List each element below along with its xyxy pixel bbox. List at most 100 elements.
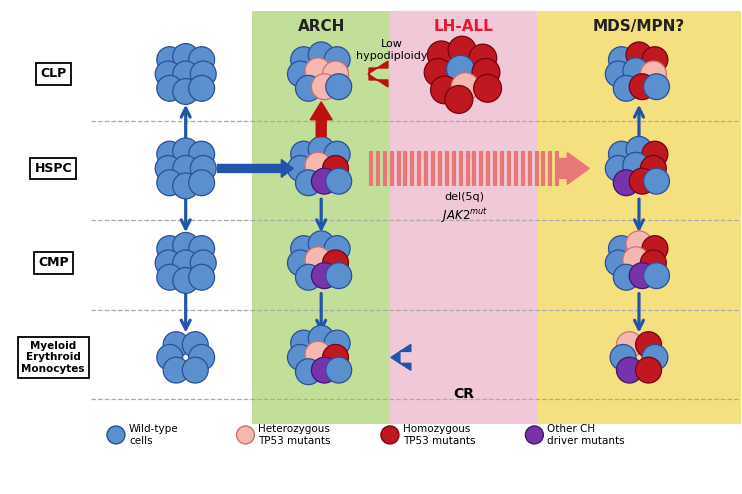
Circle shape bbox=[636, 331, 662, 358]
Circle shape bbox=[173, 61, 199, 87]
Circle shape bbox=[308, 42, 334, 68]
Circle shape bbox=[626, 231, 652, 257]
Circle shape bbox=[163, 357, 189, 383]
Circle shape bbox=[473, 75, 502, 102]
Circle shape bbox=[291, 236, 317, 261]
Circle shape bbox=[173, 233, 199, 258]
Circle shape bbox=[608, 141, 634, 167]
Circle shape bbox=[614, 264, 639, 290]
Circle shape bbox=[312, 263, 338, 288]
Circle shape bbox=[305, 341, 331, 367]
Circle shape bbox=[173, 156, 199, 181]
Text: Myeloid
Erythroid
Monocytes: Myeloid Erythroid Monocytes bbox=[22, 341, 85, 374]
FancyArrow shape bbox=[559, 153, 589, 184]
Text: CLP: CLP bbox=[40, 68, 66, 81]
Circle shape bbox=[173, 79, 199, 104]
Circle shape bbox=[605, 250, 631, 276]
Circle shape bbox=[190, 61, 216, 87]
Circle shape bbox=[173, 173, 199, 199]
Circle shape bbox=[610, 344, 636, 370]
Circle shape bbox=[626, 136, 652, 163]
Text: Heterozygous
TP53 mutants: Heterozygous TP53 mutants bbox=[258, 424, 331, 446]
Text: HSPC: HSPC bbox=[34, 162, 72, 175]
Circle shape bbox=[287, 344, 313, 370]
Circle shape bbox=[308, 231, 334, 257]
Text: ARCH: ARCH bbox=[298, 19, 345, 34]
Circle shape bbox=[324, 330, 350, 356]
Circle shape bbox=[326, 357, 352, 383]
Circle shape bbox=[642, 141, 668, 167]
Circle shape bbox=[312, 74, 338, 100]
Circle shape bbox=[287, 61, 313, 87]
FancyArrow shape bbox=[217, 160, 293, 177]
Circle shape bbox=[308, 136, 334, 163]
Circle shape bbox=[188, 344, 214, 370]
Circle shape bbox=[614, 170, 639, 196]
Circle shape bbox=[323, 344, 349, 370]
FancyArrow shape bbox=[310, 102, 332, 137]
Circle shape bbox=[617, 357, 643, 383]
Circle shape bbox=[629, 168, 655, 194]
Circle shape bbox=[291, 141, 317, 167]
Text: Wild-type
cells: Wild-type cells bbox=[129, 424, 179, 446]
Circle shape bbox=[287, 156, 313, 181]
Circle shape bbox=[427, 41, 456, 69]
Circle shape bbox=[643, 263, 669, 288]
Circle shape bbox=[445, 85, 473, 113]
Text: Low
hypodiploidy: Low hypodiploidy bbox=[356, 39, 427, 61]
Circle shape bbox=[642, 47, 668, 73]
Circle shape bbox=[623, 152, 649, 178]
Circle shape bbox=[326, 74, 352, 100]
Circle shape bbox=[629, 74, 655, 100]
Circle shape bbox=[157, 47, 183, 73]
Circle shape bbox=[323, 156, 349, 181]
Circle shape bbox=[295, 76, 321, 101]
Circle shape bbox=[312, 357, 338, 383]
Circle shape bbox=[451, 73, 479, 101]
FancyArrow shape bbox=[391, 344, 411, 370]
Bar bbox=[537, 11, 741, 424]
FancyArrow shape bbox=[368, 61, 388, 87]
Circle shape bbox=[642, 236, 668, 261]
Circle shape bbox=[448, 36, 476, 64]
Circle shape bbox=[305, 58, 331, 83]
Circle shape bbox=[312, 168, 338, 194]
Circle shape bbox=[157, 170, 183, 196]
Circle shape bbox=[472, 58, 500, 86]
Circle shape bbox=[608, 47, 634, 73]
Circle shape bbox=[305, 152, 331, 178]
Circle shape bbox=[608, 236, 634, 261]
Circle shape bbox=[640, 61, 666, 87]
Circle shape bbox=[469, 44, 496, 72]
Text: MDS/MPN?: MDS/MPN? bbox=[593, 19, 685, 34]
Circle shape bbox=[326, 168, 352, 194]
Circle shape bbox=[183, 357, 209, 383]
Circle shape bbox=[155, 61, 181, 87]
Circle shape bbox=[173, 267, 199, 293]
Circle shape bbox=[157, 264, 183, 290]
Bar bbox=[252, 11, 390, 424]
Circle shape bbox=[188, 170, 214, 196]
Text: CMP: CMP bbox=[38, 256, 68, 269]
Circle shape bbox=[157, 141, 183, 167]
Circle shape bbox=[188, 76, 214, 101]
Circle shape bbox=[291, 330, 317, 356]
Circle shape bbox=[430, 76, 459, 104]
Circle shape bbox=[157, 344, 183, 370]
Text: Other CH
driver mutants: Other CH driver mutants bbox=[548, 424, 625, 446]
Circle shape bbox=[291, 47, 317, 73]
Circle shape bbox=[326, 263, 352, 288]
Circle shape bbox=[295, 264, 321, 290]
Circle shape bbox=[287, 250, 313, 276]
Circle shape bbox=[295, 170, 321, 196]
Circle shape bbox=[643, 168, 669, 194]
Text: Homozygous
TP53 mutants: Homozygous TP53 mutants bbox=[403, 424, 476, 446]
Circle shape bbox=[605, 61, 631, 87]
Circle shape bbox=[323, 61, 349, 87]
Circle shape bbox=[642, 344, 668, 370]
Circle shape bbox=[237, 426, 255, 444]
Circle shape bbox=[183, 331, 209, 358]
Circle shape bbox=[643, 74, 669, 100]
Circle shape bbox=[640, 250, 666, 276]
Circle shape bbox=[163, 331, 189, 358]
